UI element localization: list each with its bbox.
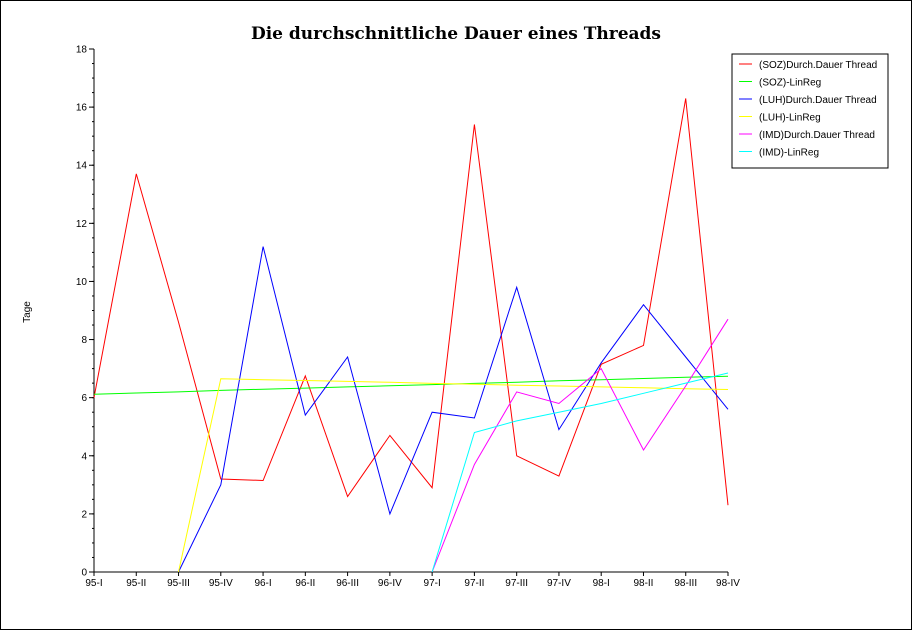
legend-entry-label: (LUH)-LinReg <box>759 113 821 124</box>
x-tick-label: 96-I <box>254 578 271 589</box>
x-tick-label: 96-II <box>295 578 315 589</box>
x-tick-label: 96-IV <box>378 578 402 589</box>
y-tick-label: 6 <box>81 393 87 404</box>
y-tick-label: 8 <box>81 335 87 346</box>
legend: (SOZ)Durch.Dauer Thread (SOZ)-LinReg (LUH)… <box>731 53 889 169</box>
x-tick-label: 97-IV <box>547 578 571 589</box>
x-tick-label: 96-III <box>336 578 359 589</box>
series-line-5 <box>431 372 729 573</box>
y-tick-label: 0 <box>81 568 87 579</box>
legend-entry-label: (IMD)-LinReg <box>759 148 819 159</box>
legend-entry-label: (IMD)Durch.Dauer Thread <box>759 130 875 141</box>
series-layer <box>93 98 729 573</box>
legend-entry-label: (LUH)Durch.Dauer Thread <box>759 95 877 106</box>
series-line-1 <box>93 375 729 395</box>
series-line-3 <box>178 378 729 573</box>
series-line-0 <box>93 98 729 506</box>
x-tick-label: 98-IV <box>716 578 740 589</box>
x-tick-label: 98-II <box>633 578 653 589</box>
legend-entry-label: (SOZ)-LinReg <box>759 78 821 89</box>
y-tick-label: 12 <box>76 219 88 230</box>
y-tick-label: 10 <box>76 277 88 288</box>
y-tick-label: 18 <box>76 45 88 56</box>
x-tick-label: 95-II <box>126 578 146 589</box>
chart-title: Die durchschnittliche Dauer eines Thread… <box>251 24 661 44</box>
y-tick-label: 4 <box>81 451 87 462</box>
x-tick-label: 98-I <box>593 578 610 589</box>
x-tick-label: 97-III <box>505 578 528 589</box>
x-tick-label: 97-II <box>464 578 484 589</box>
x-tick-label: 98-III <box>674 578 697 589</box>
x-tick-label: 95-III <box>167 578 190 589</box>
y-axis-label: Tage <box>22 301 33 323</box>
y-tick-label: 14 <box>76 161 88 172</box>
x-tick-label: 95-I <box>85 578 102 589</box>
legend-entry-label: (SOZ)Durch.Dauer Thread <box>759 60 877 71</box>
series-line-2 <box>178 246 729 573</box>
axes: 0 2 4 6 8 10 12 14 16 18 95-I 95-II 95-III 95-IV 96-I 9… <box>76 45 740 590</box>
y-tick-label: 2 <box>81 509 87 520</box>
series-line-4 <box>431 318 729 573</box>
legend-box <box>731 53 889 169</box>
x-tick-label: 95-IV <box>209 578 233 589</box>
x-tick-label: 97-I <box>424 578 441 589</box>
y-tick-label: 16 <box>76 103 88 114</box>
